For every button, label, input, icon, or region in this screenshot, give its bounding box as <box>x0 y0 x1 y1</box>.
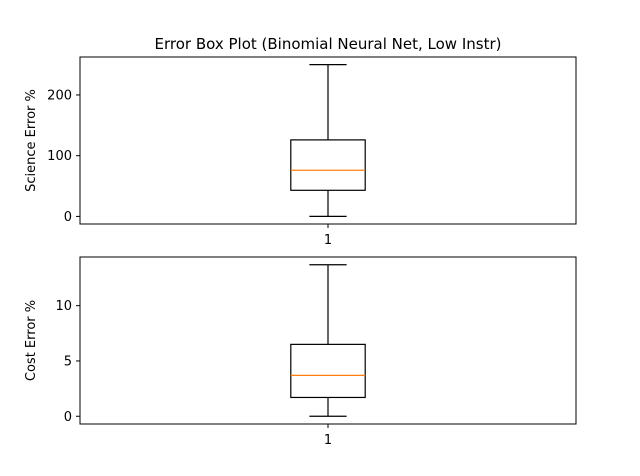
y-tick-label: 0 <box>64 210 72 225</box>
x-tick-label: 1 <box>324 433 332 448</box>
y-axis-label: Science Error % <box>24 89 39 192</box>
cost-error-panel: 0 5 10 Cost Error % 1 <box>24 256 577 448</box>
x-tick-label: 1 <box>324 233 332 248</box>
y-tick-label: 10 <box>55 299 72 314</box>
y-axis-label: Cost Error % <box>24 300 39 381</box>
chart-title: Error Box Plot (Binomial Neural Net, Low… <box>155 35 502 53</box>
iqr-box <box>290 139 366 191</box>
y-tick-label: 5 <box>64 354 72 369</box>
iqr-box <box>290 343 366 399</box>
science-error-panel: 0 100 200 Science Error % 1 <box>24 56 577 248</box>
y-tick-label: 200 <box>47 88 72 103</box>
y-tick-label: 100 <box>47 149 72 164</box>
y-tick-label: 0 <box>64 410 72 425</box>
